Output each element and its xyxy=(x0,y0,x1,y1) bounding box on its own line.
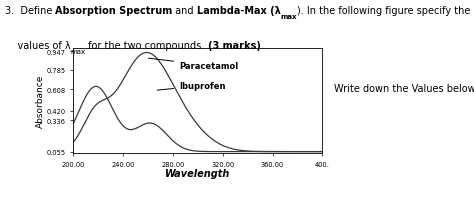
X-axis label: Wavelength: Wavelength xyxy=(165,168,230,178)
Text: Paracetamol: Paracetamol xyxy=(148,59,238,70)
Text: Absorption Spectrum: Absorption Spectrum xyxy=(55,6,173,16)
Text: and: and xyxy=(173,6,197,16)
Text: Lambda-Max (λ: Lambda-Max (λ xyxy=(197,6,281,16)
Text: (3 marks): (3 marks) xyxy=(208,40,261,50)
Text: for the two compounds.: for the two compounds. xyxy=(85,40,208,50)
Y-axis label: Absorbance: Absorbance xyxy=(36,75,46,127)
Text: max: max xyxy=(70,48,85,55)
Text: Write down the Values below: Write down the Values below xyxy=(334,84,474,94)
Text: ). In the following figure specify the: ). In the following figure specify the xyxy=(297,6,471,16)
Text: max: max xyxy=(281,14,297,20)
Text: 3.  Define: 3. Define xyxy=(5,6,55,16)
Text: values of λ: values of λ xyxy=(5,40,70,50)
Text: Ibuprofen: Ibuprofen xyxy=(157,82,226,91)
